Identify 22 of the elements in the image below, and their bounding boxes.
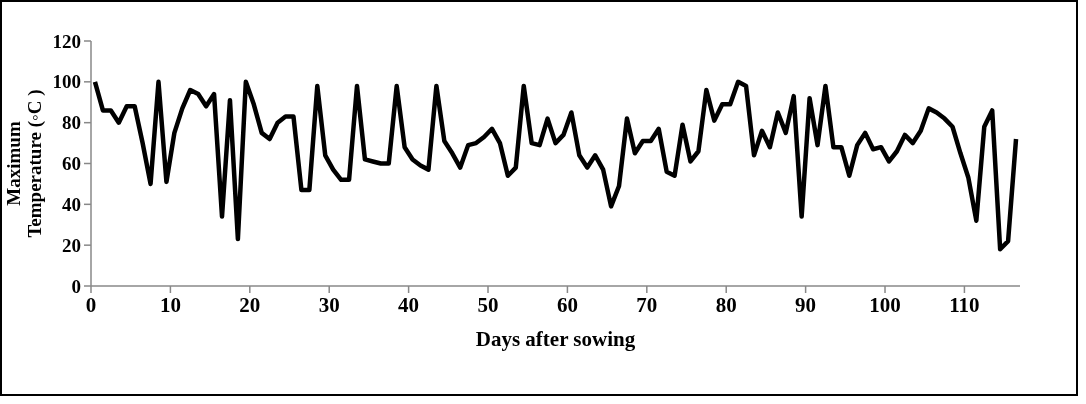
x-tick-label: 110	[949, 293, 980, 317]
x-tick-label: 20	[239, 293, 261, 317]
y-tick-label: 60	[62, 153, 81, 175]
y-tick-label: 120	[52, 30, 81, 52]
line-series	[92, 79, 1019, 252]
x-tick-label: 50	[477, 293, 499, 317]
y-tick-label: 0	[71, 275, 81, 297]
y-tick-label: 80	[62, 112, 81, 134]
y-tick-label: 100	[52, 71, 81, 93]
x-tick-label: 40	[398, 293, 420, 317]
y-axis-title: Maximum Temperature (◦C )	[3, 89, 46, 238]
x-axis-title: Days after sowing	[475, 327, 636, 351]
x-tick-label: 10	[159, 293, 181, 317]
x-tick-label: 60	[556, 293, 578, 317]
x-tick-label: 90	[795, 293, 817, 317]
x-tick-label: 70	[636, 293, 658, 317]
x-tick-label: 30	[318, 293, 340, 317]
y-tick-label: 40	[62, 193, 81, 215]
x-tick-label: 0	[85, 293, 97, 317]
x-tick-label: 80	[715, 293, 737, 317]
y-tick-label: 20	[62, 234, 81, 256]
x-tick-label: 100	[869, 293, 901, 317]
